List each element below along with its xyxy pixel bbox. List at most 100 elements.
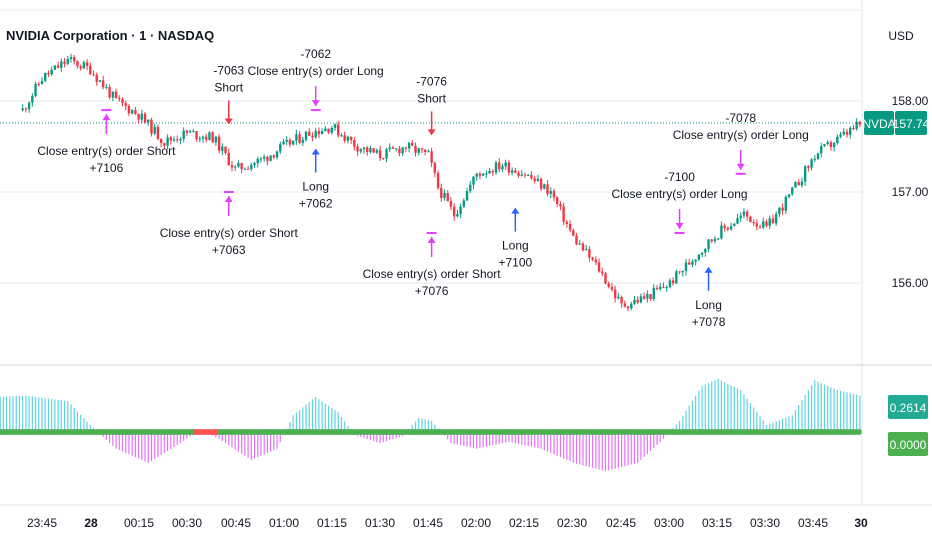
- candle: [749, 215, 752, 223]
- candle: [73, 54, 76, 65]
- candle: [114, 88, 118, 99]
- candle: [44, 72, 47, 83]
- candle: [620, 295, 623, 308]
- close-short-label: Close entry(s) order Short: [363, 267, 502, 281]
- time-axis[interactable]: 23:45 28 00:15 00:30 00:45 01:00 01:15 01:30 01:…: [27, 516, 868, 530]
- candle: [601, 267, 604, 277]
- time-tick-label: 03:30: [750, 516, 780, 530]
- candle: [446, 190, 449, 202]
- candle: [604, 271, 607, 285]
- candle: [762, 217, 765, 229]
- candle: [130, 108, 134, 115]
- candle: [610, 282, 614, 292]
- candle: [60, 58, 63, 72]
- candle: [855, 118, 858, 131]
- candle: [633, 295, 636, 305]
- candle: [150, 117, 153, 137]
- candle: [717, 237, 720, 241]
- candle: [485, 170, 488, 178]
- candle: [121, 97, 124, 107]
- candle: [478, 172, 482, 180]
- currency-label[interactable]: USD: [888, 29, 914, 43]
- candle: [456, 209, 459, 218]
- candle: [423, 149, 427, 156]
- candle: [778, 207, 781, 218]
- candle: [362, 147, 366, 154]
- candle: [230, 160, 234, 172]
- candle: [671, 277, 675, 286]
- candle: [414, 142, 417, 157]
- time-tick-label: 30: [854, 516, 868, 530]
- candle: [707, 239, 710, 253]
- candle: [291, 140, 295, 146]
- candle: [836, 134, 839, 145]
- candle: [330, 126, 333, 135]
- candle: [301, 136, 305, 146]
- candle: [143, 111, 147, 124]
- candle: [172, 136, 176, 143]
- candle: [729, 222, 733, 231]
- candle: [752, 219, 755, 226]
- close-long-qty: -7078: [725, 111, 756, 125]
- candle: [498, 158, 501, 173]
- close-long-arrowhead: [736, 163, 745, 170]
- candle: [481, 173, 485, 176]
- candle: [262, 154, 266, 162]
- zero-line-dots: [0, 429, 862, 435]
- time-tick-label: 00:15: [124, 516, 154, 530]
- close-long-arrowhead: [675, 222, 684, 229]
- candle: [282, 138, 285, 146]
- candle: [829, 140, 833, 151]
- candle: [742, 208, 746, 219]
- candle: [568, 220, 572, 233]
- candle: [69, 53, 73, 63]
- chart-title: NVIDIA Corporation · 1 · NASDAQ: [6, 28, 214, 43]
- candle: [597, 258, 601, 273]
- candle: [816, 152, 820, 160]
- candle: [50, 66, 53, 77]
- symbol-badge[interactable]: [864, 111, 894, 135]
- candle: [494, 160, 498, 175]
- time-tick-label: 00:30: [172, 516, 202, 530]
- candle: [655, 285, 659, 291]
- time-tick-label: 01:00: [269, 516, 299, 530]
- candle: [314, 128, 317, 139]
- candle: [98, 80, 102, 83]
- candle: [56, 61, 60, 69]
- candle: [636, 296, 639, 305]
- candle: [758, 224, 762, 229]
- candle: [678, 271, 681, 275]
- osc-value-badge: [888, 395, 928, 419]
- candle: [208, 131, 211, 141]
- zero-value-label: 0.0000: [890, 438, 927, 452]
- candle: [407, 141, 411, 153]
- candle: [800, 177, 804, 188]
- candle: [101, 75, 105, 90]
- candle: [134, 106, 137, 116]
- candle: [694, 259, 697, 266]
- candle: [520, 170, 523, 177]
- candle: [304, 130, 308, 142]
- time-tick-label: 02:45: [606, 516, 636, 530]
- candle: [398, 146, 401, 157]
- candle: [449, 197, 453, 211]
- candle: [211, 131, 214, 143]
- candle: [810, 158, 813, 171]
- candle: [733, 223, 736, 227]
- long-entry-arrowhead: [511, 207, 520, 214]
- candle: [803, 165, 807, 186]
- candle: [510, 167, 514, 176]
- candle: [372, 147, 375, 153]
- short-entry-qty: -7076: [416, 74, 447, 88]
- candle: [205, 133, 208, 143]
- candle: [395, 148, 398, 152]
- candle: [47, 70, 50, 78]
- candle: [275, 150, 279, 160]
- long-entry-qty: +7078: [692, 315, 726, 329]
- candle: [353, 136, 356, 151]
- candle: [21, 104, 24, 112]
- candle: [240, 162, 243, 174]
- candle: [681, 270, 684, 277]
- candle: [192, 129, 195, 133]
